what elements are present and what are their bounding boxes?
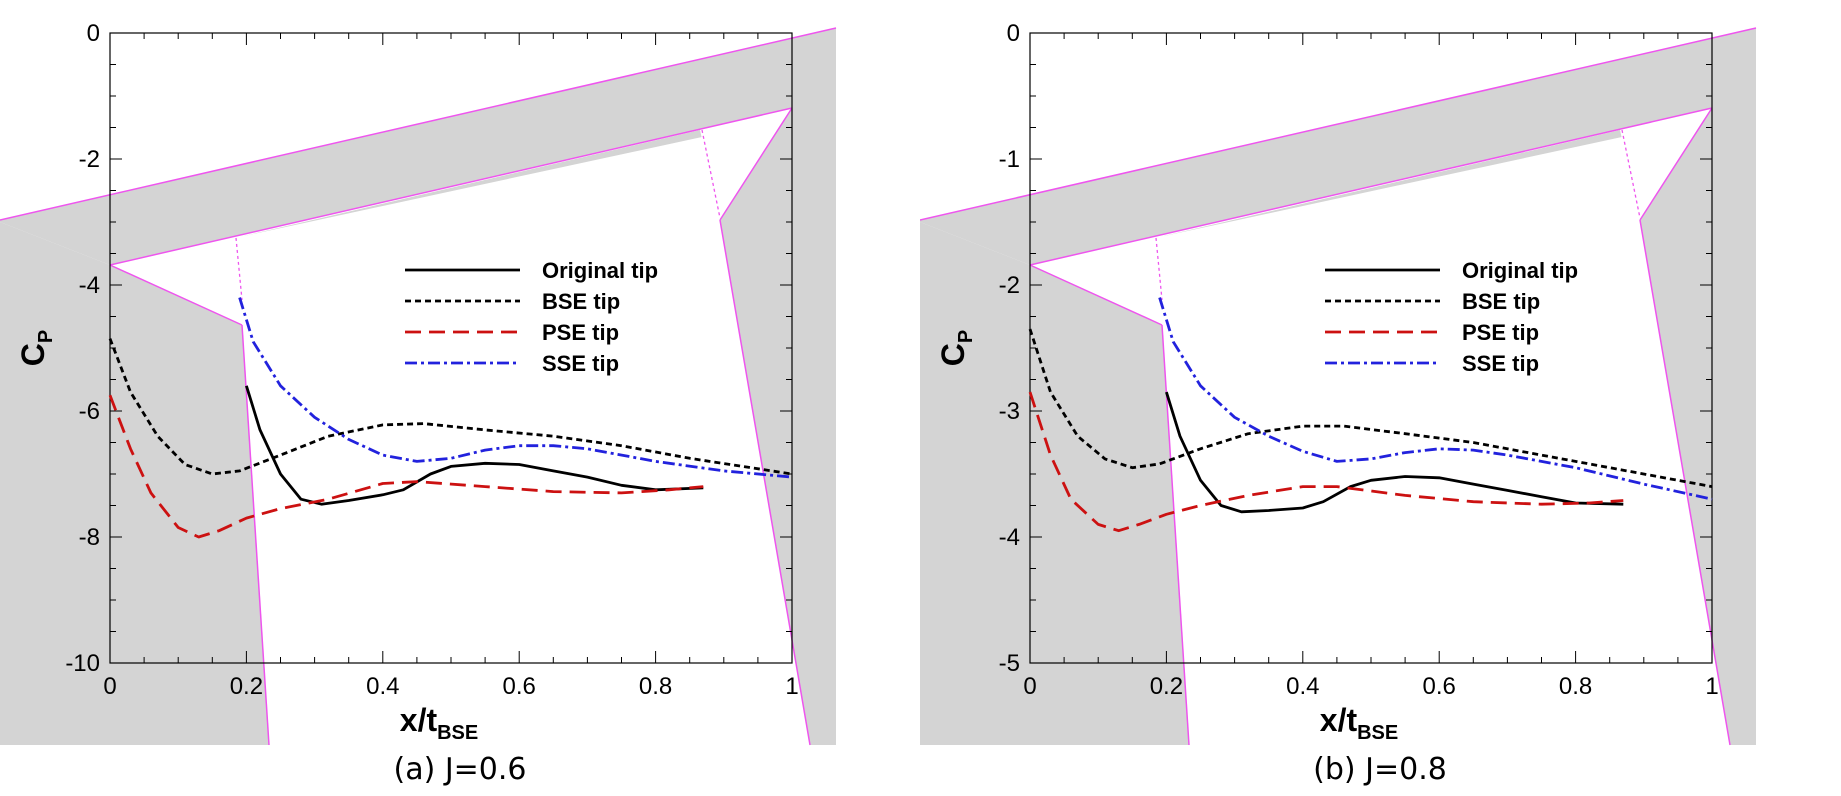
chart-panel-b: 0 0.2 0.4 0.6 0.8 1 0 -1 -2 -3 -4 -5 x/tBSE CP Origina… bbox=[920, 0, 1840, 796]
outline-line bbox=[1639, 107, 1713, 221]
outline-dashed-line bbox=[235, 237, 243, 301]
legend: Original tip BSE tip PSE tip SSE tip bbox=[405, 258, 658, 376]
x-tick-label: 0.6 bbox=[1423, 673, 1456, 700]
series-line-bse-tip bbox=[108, 338, 793, 476]
series-line-sse-tip bbox=[1158, 297, 1713, 501]
chart-b-svg: 0 0.2 0.4 0.6 0.8 1 0 -1 -2 -3 -4 -5 x/tBSE CP Origina… bbox=[920, 20, 1757, 746]
x-axis-label-main: x/t bbox=[400, 702, 438, 738]
series-line-original-tip bbox=[1165, 391, 1624, 514]
x-tick-label: 0.8 bbox=[1559, 673, 1592, 700]
outline-dashed-line bbox=[1621, 129, 1641, 219]
outline-line bbox=[719, 219, 811, 746]
x-tick-label: 1 bbox=[785, 673, 798, 700]
geometry-overlay bbox=[920, 27, 1757, 746]
x-axis-label-subscript: BSE bbox=[1357, 722, 1398, 744]
outline-line bbox=[1029, 264, 1163, 326]
chart-a-caption: (a) J=0.6 bbox=[393, 752, 527, 787]
right-gray-region bbox=[720, 28, 836, 745]
outline-line bbox=[719, 107, 793, 221]
x-axis-label: x/tBSE bbox=[400, 702, 478, 744]
x-tick-label: 0.4 bbox=[366, 673, 399, 700]
y-axis-label-subscript: P bbox=[35, 330, 57, 343]
x-tick-label: 0 bbox=[103, 673, 116, 700]
left-gray-region bbox=[0, 222, 269, 745]
x-tick-label: 0.4 bbox=[1286, 673, 1319, 700]
geometry-overlay bbox=[0, 27, 837, 746]
y-tick-label: -2 bbox=[999, 272, 1020, 299]
outline-line bbox=[0, 27, 837, 221]
y-tick-label: 0 bbox=[1007, 20, 1020, 47]
legend-label: Original tip bbox=[542, 258, 658, 283]
outline-dashed-line bbox=[1155, 237, 1163, 301]
outline-line bbox=[109, 264, 243, 326]
x-axis-label-main: x/t bbox=[1320, 702, 1358, 738]
legend-label: Original tip bbox=[1462, 258, 1578, 283]
legend-label: BSE tip bbox=[542, 289, 620, 314]
outline-line bbox=[109, 107, 793, 266]
y-tick-label: -5 bbox=[999, 650, 1020, 677]
y-axis-label-subscript: P bbox=[955, 330, 977, 343]
y-axis-label: CP bbox=[935, 330, 977, 366]
legend-label: SSE tip bbox=[542, 351, 619, 376]
chart-a-svg: 0 0.2 0.4 0.6 0.8 1 0 -2 -4 -6 -8 -10 x/tBSE CP Origin… bbox=[0, 20, 837, 746]
upper-gray-band bbox=[0, 28, 836, 265]
x-tick-label: 0.6 bbox=[503, 673, 536, 700]
series-line-sse-tip bbox=[238, 297, 793, 479]
right-gray-region bbox=[1640, 28, 1756, 745]
chart-panel-a: 0 0.2 0.4 0.6 0.8 1 0 -2 -4 -6 -8 -10 x/tBSE CP Origin… bbox=[0, 0, 920, 796]
y-tick-label: -1 bbox=[999, 146, 1020, 173]
y-tick-label: 0 bbox=[87, 20, 100, 47]
y-tick-label: -4 bbox=[79, 272, 100, 299]
series-line-pse-tip bbox=[108, 394, 704, 539]
outline-line bbox=[241, 324, 270, 746]
x-tick-label: 1 bbox=[1705, 673, 1718, 700]
legend: Original tip BSE tip PSE tip SSE tip bbox=[1325, 258, 1578, 376]
y-axis-label-main: C bbox=[15, 343, 51, 366]
y-tick-label: -2 bbox=[79, 146, 100, 173]
x-tick-label: 0.2 bbox=[230, 673, 263, 700]
outline-line bbox=[920, 27, 1757, 221]
y-tick-label: -6 bbox=[79, 398, 100, 425]
x-axis-label: x/tBSE bbox=[1320, 702, 1398, 744]
y-axis-label-main: C bbox=[935, 343, 971, 366]
series-line-bse-tip bbox=[1028, 328, 1713, 488]
outline-dashed-line bbox=[701, 129, 721, 219]
inner-white-region bbox=[110, 108, 792, 325]
upper-gray-band bbox=[920, 28, 1756, 265]
legend-label: PSE tip bbox=[542, 320, 619, 345]
y-tick-label: -8 bbox=[79, 524, 100, 551]
y-tick-label: -10 bbox=[65, 650, 100, 677]
x-axis-label-subscript: BSE bbox=[437, 722, 478, 744]
y-tick-label: -4 bbox=[999, 524, 1020, 551]
outline-line bbox=[1029, 107, 1713, 266]
chart-b-caption: (b) J=0.8 bbox=[1313, 752, 1447, 787]
y-axis-label: CP bbox=[15, 330, 57, 366]
legend-label: BSE tip bbox=[1462, 289, 1540, 314]
legend-label: SSE tip bbox=[1462, 351, 1539, 376]
x-tick-label: 0.2 bbox=[1150, 673, 1183, 700]
left-gray-region bbox=[920, 222, 1189, 745]
legend-label: PSE tip bbox=[1462, 320, 1539, 345]
x-tick-label: 0 bbox=[1023, 673, 1036, 700]
inner-white-region bbox=[1030, 108, 1712, 325]
y-tick-label: -3 bbox=[999, 398, 1020, 425]
series-line-original-tip bbox=[245, 385, 704, 506]
x-tick-label: 0.8 bbox=[639, 673, 672, 700]
series-line-pse-tip bbox=[1028, 391, 1624, 533]
